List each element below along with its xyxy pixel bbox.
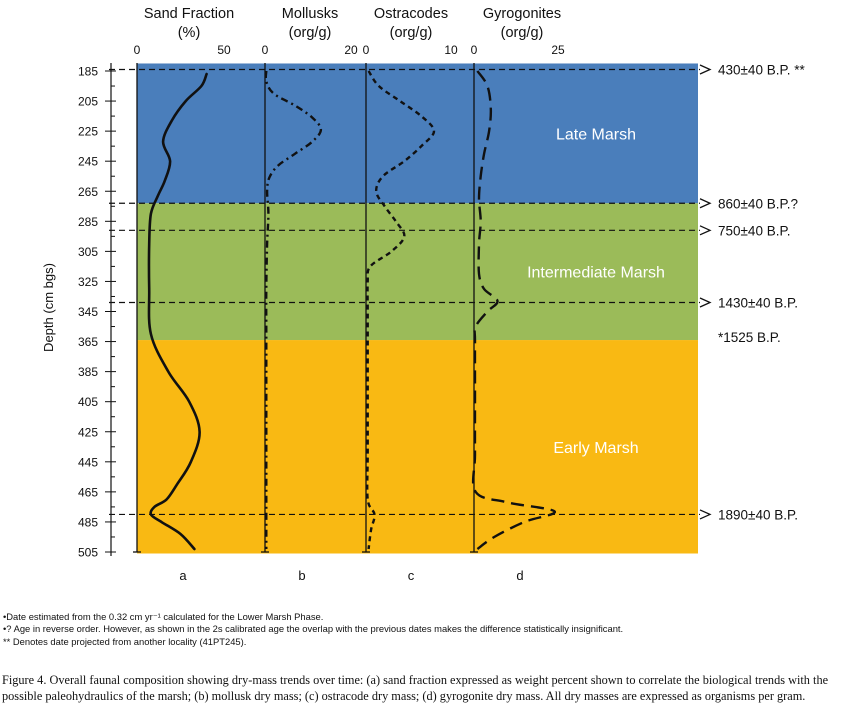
caption-text: Figure 4. Overall faunal composition sho…: [2, 673, 829, 703]
panel-a-title: Sand Fraction: [144, 6, 234, 22]
depth-tick-label: 425: [78, 425, 98, 439]
panel-c-xtick-label: 0: [363, 43, 370, 57]
depth-tick-label: 365: [78, 335, 98, 349]
zone-early-marsh: [137, 340, 698, 554]
date-label: 1430±40 B.P.: [718, 295, 798, 310]
depth-profile-chart: Late Marsh Intermediate Marsh Early Marsh 1…: [41, 6, 805, 583]
depth-tick-label: 465: [78, 485, 98, 499]
depth-tick-label: 285: [78, 215, 98, 229]
footnote-3: ** Denotes date projected from another l…: [3, 635, 247, 647]
date-arrowhead: [699, 198, 712, 209]
figure-caption: Figure 4. Overall faunal composition sho…: [2, 673, 854, 704]
zone-label: Late Marsh: [556, 126, 636, 143]
panel-d-title: Gyrogonites: [483, 6, 561, 22]
depth-tick-label: 305: [78, 245, 98, 259]
panel-a-letter: a: [179, 568, 187, 583]
depth-tick-label: 445: [78, 455, 98, 469]
panel-d-xtick-label: 25: [551, 43, 565, 57]
date-label: *1525 B.P.: [718, 330, 781, 345]
panel-a-unit: (%): [178, 25, 201, 41]
panel-d-series-line: [471, 70, 556, 550]
panel-c-title: Ostracodes: [374, 6, 448, 22]
panel-c-series-line: [366, 70, 436, 550]
panel-b-letter: b: [298, 568, 305, 583]
panel-a-xtick-label: 50: [217, 43, 231, 57]
panel-c-unit: (org/g): [390, 25, 433, 41]
depth-tick-label: 405: [78, 395, 98, 409]
date-arrowhead: [699, 64, 712, 75]
date-label: 750±40 B.P.: [718, 223, 790, 238]
panel-d-letter: d: [516, 568, 523, 583]
zone-label: Early Marsh: [553, 440, 638, 457]
panel-b-title: Mollusks: [282, 6, 338, 22]
date-label: 430±40 B.P. **: [718, 62, 805, 77]
depth-tick-label: 505: [78, 546, 98, 560]
panel-a-xtick-label: 0: [134, 43, 141, 57]
zone-late-marsh: [137, 63, 698, 204]
date-arrowhead: [699, 225, 712, 236]
depth-tick-label: 185: [78, 65, 98, 79]
depth-tick-label: 485: [78, 515, 98, 529]
depth-tick-label: 325: [78, 275, 98, 289]
footnotes: •Date estimated from the 0.32 cm yr⁻¹ ca…: [3, 611, 853, 648]
panel-d-xtick-label: 0: [471, 43, 478, 57]
depth-tick-label: 345: [78, 305, 98, 319]
depth-axis-label: Depth (cm bgs): [41, 263, 56, 352]
panel-d-unit: (org/g): [501, 25, 544, 41]
zone-label: Intermediate Marsh: [527, 265, 665, 282]
panel-b-series-line: [264, 70, 323, 549]
date-label: 860±40 B.P.?: [718, 196, 798, 211]
panel-b-unit: (org/g): [289, 25, 332, 41]
depth-tick-label: 205: [78, 95, 98, 109]
footnote-1: •Date estimated from the 0.32 cm yr⁻¹ ca…: [3, 611, 324, 622]
date-arrowhead: [699, 509, 712, 520]
panel-c-letter: c: [408, 568, 415, 583]
footnote-2: •? Age in reverse order. However, as sho…: [3, 623, 624, 635]
date-arrowhead: [699, 297, 712, 308]
depth-tick-label: 225: [78, 125, 98, 139]
panel-c-xtick-label: 10: [444, 43, 458, 57]
panel-a-series-line: [147, 72, 208, 551]
date-label: 1890±40 B.P.: [718, 507, 798, 522]
panel-b-xtick-label: 20: [344, 43, 358, 57]
zone-intermediate-marsh: [137, 203, 698, 341]
panel-b-xtick-label: 0: [262, 43, 269, 57]
depth-tick-label: 245: [78, 155, 98, 169]
depth-tick-label: 265: [78, 185, 98, 199]
depth-tick-label: 385: [78, 365, 98, 379]
